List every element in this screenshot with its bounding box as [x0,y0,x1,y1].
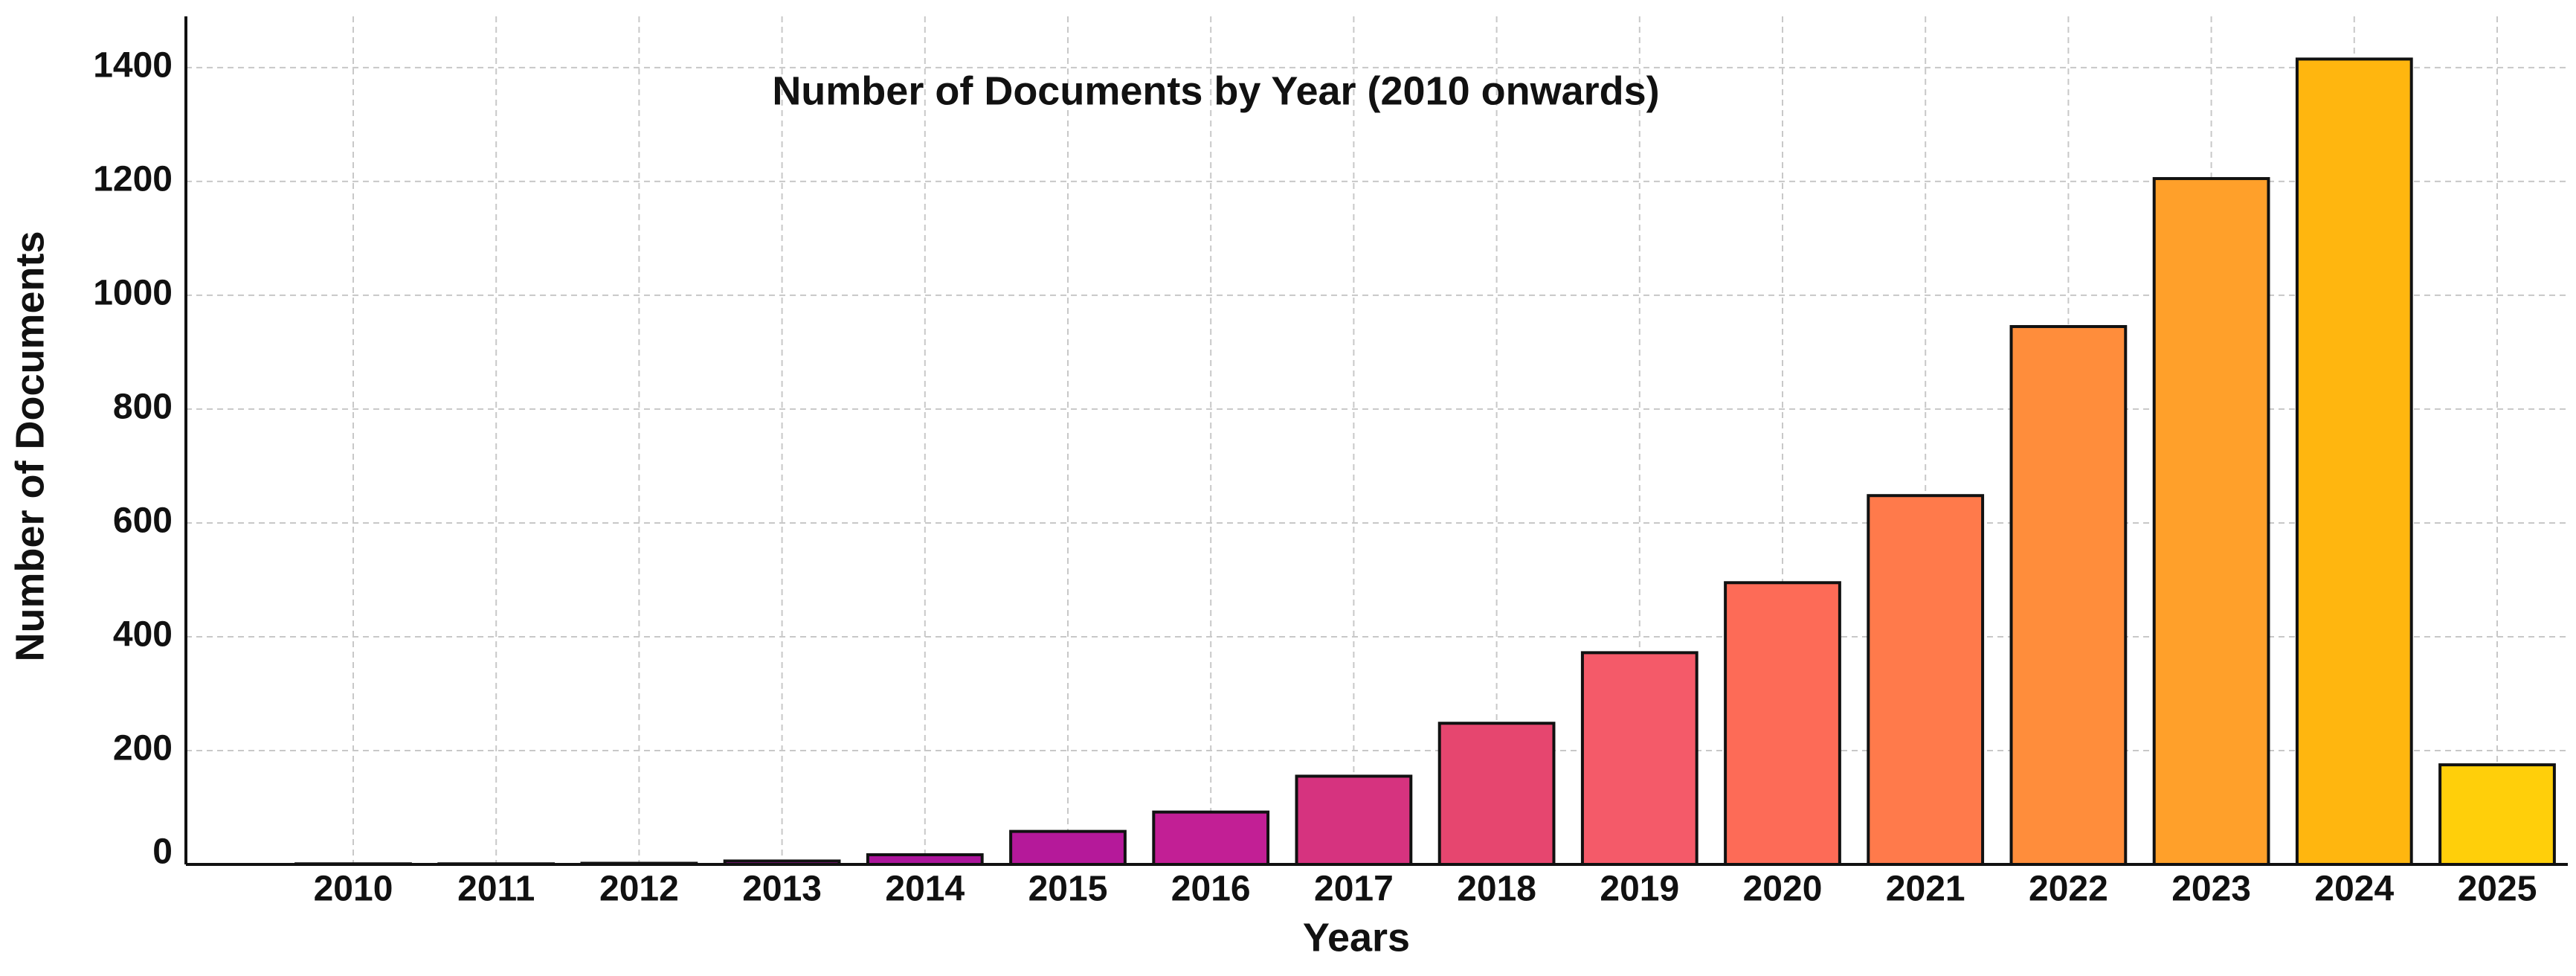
bar [1724,581,1841,866]
bar [2152,177,2270,866]
x-tick-label: 2017 [1314,870,1394,909]
bar [1152,810,1270,866]
x-tick-label: 2025 [2458,870,2537,909]
y-tick-label: 200 [113,729,173,768]
x-axis-label: Years [1303,915,1410,960]
x-tick-label: 2018 [1457,870,1536,909]
bar [1867,494,1985,867]
x-tick-label: 2014 [885,870,965,909]
y-tick-label: 600 [113,501,173,541]
bar [1295,774,1413,867]
y-tick-label: 1000 [93,274,173,313]
bar [1580,651,1698,867]
x-tick-label: 2016 [1171,870,1251,909]
x-tick-label: 2010 [314,870,393,909]
x-tick-label: 2011 [457,870,535,909]
bar [2438,763,2556,867]
x-tick-label: 2021 [1886,870,1965,909]
x-tick-label: 2022 [2029,870,2108,909]
bar [2009,324,2128,866]
x-tick-label: 2024 [2314,870,2394,909]
y-axis-label: Number of Documents [7,231,52,661]
chart-title: Number of Documents by Year (2010 onward… [772,68,1659,113]
y-tick-label: 400 [113,615,173,655]
bar [1009,829,1127,866]
x-tick-label: 2012 [599,870,679,909]
bar [2295,57,2413,866]
x-tick-label: 2015 [1028,870,1108,909]
y-tick-label: 1400 [93,46,173,86]
y-tick-label: 0 [152,832,173,872]
y-tick-label: 800 [113,388,173,427]
x-tick-label: 2023 [2171,870,2251,909]
x-tick-label: 2019 [1600,870,1679,909]
x-tick-label: 2020 [1743,870,1823,909]
bar [1437,722,1556,866]
x-tick-label: 2013 [742,870,822,909]
y-tick-label: 1200 [93,160,173,199]
